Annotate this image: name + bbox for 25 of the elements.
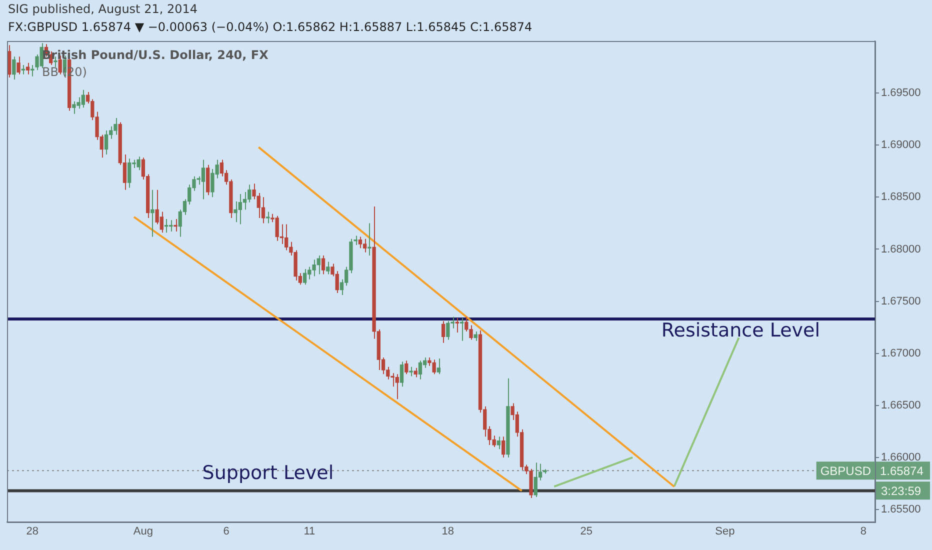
x-tick-label: Aug <box>133 526 153 538</box>
y-tick-label: 1.66500 <box>881 399 921 412</box>
x-tick-label: 18 <box>442 526 454 538</box>
text: 1.65874 <box>880 464 924 478</box>
x-tick-label: 8 <box>860 526 867 538</box>
text: 3:23:59 <box>881 484 922 498</box>
ref-line-label: Support Level <box>202 462 334 484</box>
y-tick-label: 1.67500 <box>881 295 921 308</box>
x-tick-label: 6 <box>223 526 230 538</box>
y-tick-label: 1.68000 <box>881 243 921 256</box>
x-tick-label: Sep <box>715 526 735 538</box>
text: SIG published, August 21, 2014 <box>8 2 198 16</box>
y-tick-label: 1.67000 <box>881 347 921 360</box>
x-tick-label: 25 <box>580 526 593 538</box>
chart-title: FX:GBPUSD 1.65874 ▼ −0.00063 (−0.04%) O:1.65862 H:1.65887 L:1.65845 C:1.65874 <box>8 20 532 34</box>
candlestick <box>409 366 413 377</box>
y-tick-label: 1.65500 <box>881 504 921 516</box>
y-tick-label: 1.66000 <box>881 451 921 464</box>
x-tick-label: 11 <box>304 526 316 538</box>
ref-line-label: Resistance Level <box>661 319 820 342</box>
x-tick-label: 28 <box>26 526 39 538</box>
y-tick-label: 1.69500 <box>881 87 921 100</box>
y-tick-label: 1.69000 <box>881 139 921 152</box>
y-tick-label: 1.68500 <box>881 191 921 204</box>
ref-line-label: GBPUSD <box>820 464 872 478</box>
